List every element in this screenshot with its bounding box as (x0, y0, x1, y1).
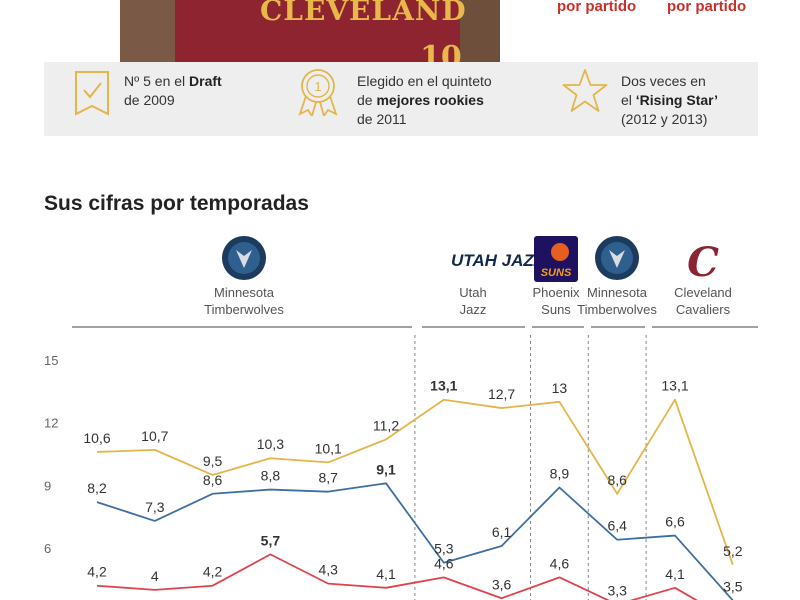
team-name-suns-b: Suns (541, 302, 571, 317)
data-label: 4,1 (665, 566, 685, 582)
achievement-rookies-post: de 2011 (357, 111, 407, 127)
data-label: 11,2 (373, 417, 399, 433)
team-name-cavaliers-b: Cavaliers (676, 302, 731, 317)
data-label: 10,3 (257, 436, 284, 452)
jersey-text: CLEVELAND (260, 0, 467, 27)
achievement-rising-star-post: (2012 y 2013) (621, 111, 708, 127)
data-label: 5,3 (434, 541, 454, 557)
team-name-timberwolves-1: Minnesota (214, 285, 275, 300)
data-label: 6,6 (665, 514, 685, 530)
team-name-cavaliers: Cleveland (674, 285, 732, 300)
achievement-draft-pre: Nº 5 en el (124, 73, 190, 89)
data-label: 13,1 (430, 378, 457, 394)
stat-label-2: por partido (667, 0, 747, 15)
data-label: 8,2 (87, 480, 107, 496)
data-label: 3,3 (607, 583, 627, 599)
data-label: 6,1 (492, 524, 512, 540)
data-label: 4,1 (376, 566, 396, 582)
medal-number: 1 (314, 79, 321, 94)
team-name-jazz-b: Jazz (460, 302, 487, 317)
achievement-draft-post: de 2009 (124, 92, 175, 108)
data-label: 5,7 (261, 532, 281, 548)
data-label: 8,9 (550, 465, 570, 481)
data-label: 10,6 (83, 430, 110, 446)
team-header: UTAH JAZZ SUNS C Minnesota Timberwolves … (72, 236, 758, 328)
achievement-rising-star-line1: Dos veces en (621, 73, 706, 89)
data-label: 7,3 (145, 499, 165, 515)
plot-area: 6 9 12 15 10,6 10,7 9,5 10,3 10,1 11,2 13,1 12,7 13 8… (44, 335, 743, 600)
series-line-0 (96, 398, 734, 566)
suns-logo-text: SUNS (541, 267, 572, 279)
stat-label-1: por partido (557, 0, 637, 15)
achievement-rising-star-bold: ‘Rising Star’ (635, 92, 718, 108)
jazz-logo-text: UTAH JAZZ (451, 251, 545, 270)
data-label: 4,6 (434, 555, 454, 571)
data-label: 8,8 (261, 468, 281, 484)
achievement-rookies-bold: mejores rookies (376, 92, 484, 108)
timberwolves-logo-icon (222, 236, 266, 280)
data-label: 8,6 (203, 472, 223, 488)
data-label: 4,6 (550, 555, 570, 571)
y-tick-label: 9 (44, 478, 51, 493)
achievement-rookies-line1: Elegido en el quinteto (357, 73, 492, 89)
series-line-2 (96, 553, 698, 600)
team-name-jazz: Utah (459, 285, 486, 300)
y-tick-label: 15 (44, 353, 58, 368)
team-name-timberwolves-2b: Timberwolves (577, 302, 657, 317)
data-label: 4,3 (318, 562, 338, 578)
data-label: 13,1 (661, 378, 688, 394)
data-label: 3,5 (723, 578, 743, 594)
y-tick-label: 6 (44, 541, 51, 556)
data-label: 12,7 (488, 386, 515, 402)
achievement-draft-bold: Draft (189, 73, 222, 89)
data-label: 9,1 (376, 461, 396, 477)
achievement-draft: Nº 5 en el Draft de 2009 (124, 72, 222, 110)
certificate-icon (75, 71, 109, 116)
suns-logo-icon: SUNS (534, 236, 578, 282)
player-arm-left (120, 0, 175, 62)
timberwolves-logo-icon-2 (595, 236, 639, 280)
data-label: 10,1 (315, 440, 342, 456)
jersey-number: 10 (420, 40, 462, 62)
data-label: 6,4 (607, 518, 627, 534)
achievement-rising-star-pre: el (621, 92, 636, 108)
y-tick-label: 12 (44, 416, 58, 431)
data-label: 5,2 (723, 543, 743, 559)
cavaliers-logo-icon: C (687, 239, 719, 286)
section-title: Sus cifras por temporadas (44, 192, 309, 215)
team-name-suns: Phoenix (533, 285, 580, 300)
data-label: 8,7 (318, 470, 338, 486)
achievement-rookies-pre: de (357, 92, 377, 108)
data-label: 4,2 (87, 564, 107, 580)
data-label: 13 (552, 380, 568, 396)
jazz-logo-icon: UTAH JAZZ (450, 249, 545, 270)
cavaliers-logo-text: C (687, 239, 719, 286)
team-name-timberwolves-1b: Timberwolves (204, 302, 284, 317)
data-label: 10,7 (141, 428, 168, 444)
series-line-1 (96, 482, 734, 600)
team-name-timberwolves-2: Minnesota (587, 285, 648, 300)
player-arm-right (460, 0, 500, 62)
data-label: 4 (151, 568, 159, 584)
achievements-banner: Nº 5 en el Draft de 2009 1 Elegido en el… (44, 62, 758, 136)
data-label: 4,2 (203, 564, 223, 580)
achievement-rookies: Elegido en el quinteto de mejores rookie… (357, 72, 492, 129)
star-icon (562, 69, 608, 112)
medal-icon: 1 (298, 69, 338, 116)
data-label: 9,5 (203, 453, 223, 469)
player-photo: CLEVELAND 10 (120, 0, 500, 62)
data-label: 8,6 (607, 472, 627, 488)
achievement-rising-star: Dos veces en el ‘Rising Star’ (2012 y 20… (621, 72, 718, 129)
data-label: 3,6 (492, 576, 512, 592)
